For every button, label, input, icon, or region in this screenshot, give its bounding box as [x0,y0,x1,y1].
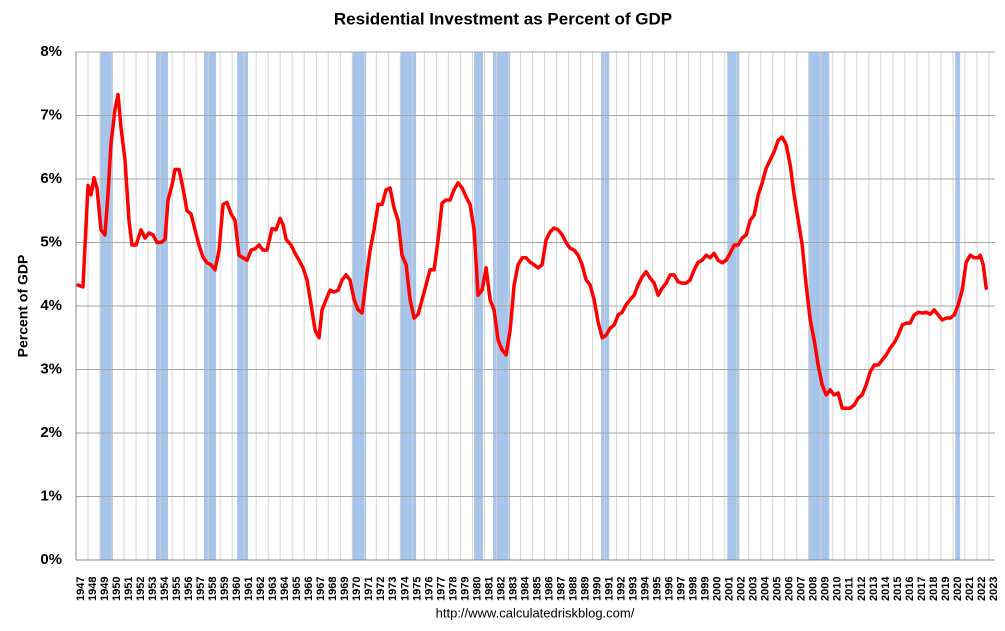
x-tick-label: 2021 [964,577,976,601]
x-tick-label: 1981 [483,577,495,601]
x-tick-label: 1990 [591,577,603,601]
x-tick-label: 1955 [171,577,183,601]
x-tick-label: 2013 [868,577,880,601]
y-axis-label: Percent of GDP [15,255,31,358]
x-tick-label: 2001 [724,577,736,601]
x-tick-label: 1978 [447,577,459,601]
x-tick-label: 1956 [183,577,195,601]
x-tick-label: 1960 [231,577,243,601]
x-tick-label: 2017 [916,577,928,601]
x-tick-label: 1975 [411,577,423,601]
x-tick-label: 2020 [952,577,964,601]
x-tick-label: 1987 [555,577,567,601]
x-tick-label: 1982 [495,577,507,601]
x-tick-label: 1970 [351,577,363,601]
x-tick-label: 1971 [363,577,375,601]
x-tick-label: 1953 [147,577,159,601]
x-tick-label: 1979 [459,577,471,601]
x-tick-label: 1951 [123,577,135,601]
y-tick-label: 6% [40,170,62,187]
x-tick-label: 1989 [579,577,591,601]
x-tick-label: 1983 [507,577,519,601]
x-tick-label: 1957 [195,577,207,601]
x-tick-label: 1964 [279,576,291,601]
x-tick-label: 1997 [676,577,688,601]
x-tick-label: 1958 [207,577,219,601]
x-tick-label: 1995 [652,577,664,601]
x-tick-label: 1962 [255,577,267,601]
x-tick-label: 1994 [640,576,652,601]
x-tick-label: 2022 [976,577,988,601]
x-tick-label: 1999 [700,577,712,601]
x-tick-label: 1984 [519,576,531,601]
data-line [76,92,988,410]
chart-title: Residential Investment as Percent of GDP [334,9,672,28]
y-tick-label: 1% [40,487,62,504]
x-tick-label: 1967 [315,577,327,601]
x-tick-label: 2007 [796,577,808,601]
x-tick-label: 2012 [856,577,868,601]
x-tick-label: 1991 [603,577,615,601]
y-tick-label: 3% [40,360,62,377]
x-tick-label: 1980 [471,577,483,601]
x-tick-label: 1965 [291,577,303,601]
x-tick-label: 1998 [688,577,700,601]
x-tick-label: 1963 [267,577,279,601]
source-note: http://www.calculatedriskblog.com/ [436,605,635,620]
x-tick-label: 2009 [820,577,832,601]
x-tick-label: 1992 [615,577,627,601]
x-tick-label: 1993 [628,577,640,601]
x-tick-label: 2011 [844,577,856,601]
x-tick-label: 1976 [423,577,435,601]
x-tick-label: 1977 [435,577,447,601]
x-tick-label: 1950 [111,577,123,601]
x-tick-label: 2015 [892,577,904,601]
y-tick-label: 4% [40,297,62,314]
x-tick-label: 1968 [327,577,339,601]
x-tick-label: 1954 [159,576,171,601]
x-tick-label: 2005 [772,577,784,601]
y-tick-label: 2% [40,424,62,441]
y-tick-label: 7% [40,106,62,123]
x-tick-label: 1973 [387,577,399,601]
y-tick-label: 8% [40,43,62,60]
x-tick-label: 2008 [808,577,820,601]
x-tick-label: 1949 [99,577,111,601]
x-tick-label: 1952 [135,577,147,601]
x-tick-label: 1948 [87,577,99,601]
x-tick-label: 2000 [712,577,724,601]
x-tick-label: 2003 [748,577,760,601]
x-tick-label: 1966 [303,577,315,601]
x-tick-label: 2002 [736,577,748,601]
x-tick-label: 1959 [219,577,231,601]
x-tick-label: 2016 [904,577,916,601]
x-tick-label: 2004 [760,576,772,601]
x-tick-label: 1974 [399,576,411,601]
x-tick-label: 2018 [928,577,940,601]
x-tick-label: 1996 [664,577,676,601]
y-tick-label: 5% [40,233,62,250]
x-tick-label: 1969 [339,577,351,601]
x-tick-label: 1972 [375,577,387,601]
x-tick-label: 2014 [880,576,892,601]
x-tick-label: 1985 [531,577,543,601]
x-tick-label: 2010 [832,577,844,601]
x-tick-label: 2019 [940,577,952,601]
x-tick-label: 1986 [543,577,555,601]
x-tick-label: 1988 [567,577,579,601]
x-tick-label: 2006 [784,577,796,601]
x-tick-label: 1961 [243,577,255,601]
x-tick-label: 1947 [75,577,87,601]
y-tick-label: 0% [40,551,62,568]
x-tick-label: 2023 [988,577,1000,601]
